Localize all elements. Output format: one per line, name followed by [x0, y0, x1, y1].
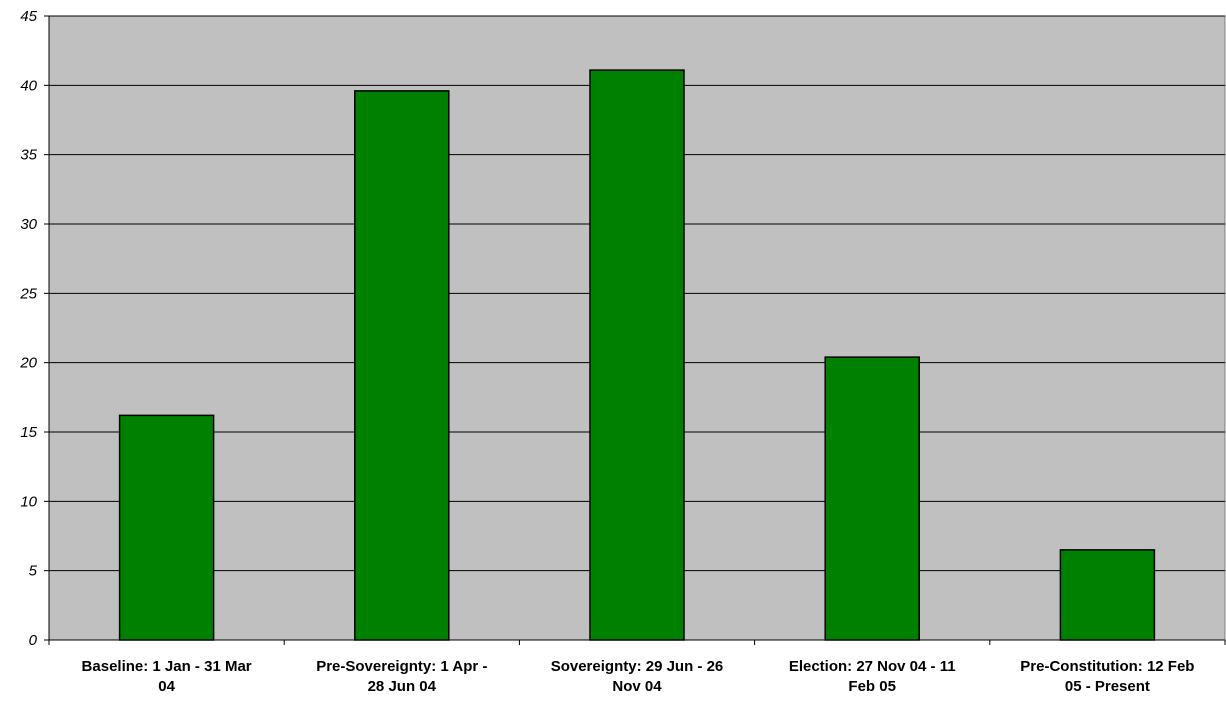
y-tick-label: 25 — [19, 285, 37, 302]
x-category-label-line: 04 — [158, 678, 175, 695]
x-axis-ticks — [48, 640, 1226, 645]
y-axis-tick-labels: 0 5 10 15 20 25 30 35 40 45 — [19, 8, 49, 649]
x-category-label-line: Feb 05 — [848, 678, 896, 695]
y-tick-label: 35 — [20, 147, 37, 164]
x-category-label-line: Election: 27 Nov 04 - 11 — [788, 658, 956, 675]
y-tick-label: 20 — [19, 355, 37, 372]
bar — [824, 356, 920, 641]
bar — [354, 90, 450, 641]
y-tick-label: 5 — [29, 563, 38, 580]
x-category-label: Sovereignty: 29 Jun - 26 Nov 04 — [519, 657, 754, 697]
x-category-label: Election: 27 Nov 04 - 11 Feb 05 — [755, 657, 990, 697]
x-category-label-line: Pre-Sovereignty: 1 Apr - — [316, 658, 488, 675]
x-category-label: Baseline: 1 Jan - 31 Mar 04 — [49, 657, 284, 697]
y-tick-label: 30 — [20, 216, 37, 233]
y-tick-label: 0 — [29, 632, 38, 649]
bar — [118, 414, 215, 641]
bars — [118, 69, 1156, 641]
y-tick-label: 10 — [20, 493, 37, 510]
x-category-label-line: Baseline: 1 Jan - 31 Mar — [81, 658, 252, 675]
x-category-label-line: Sovereignty: 29 Jun - 26 — [550, 658, 724, 675]
y-tick-label: 40 — [20, 77, 37, 94]
x-category-label-line: 05 - Present — [1064, 678, 1150, 695]
x-category-label-line: Pre-Constitution: 12 Feb — [1020, 658, 1195, 675]
y-tick-label: 15 — [20, 424, 37, 441]
x-category-label-line: Nov 04 — [612, 678, 662, 695]
bar — [1059, 549, 1156, 641]
y-tick-label: 45 — [20, 8, 37, 25]
bar — [589, 69, 685, 641]
x-category-label: Pre-Constitution: 12 Feb 05 - Present — [990, 657, 1225, 697]
x-category-label-line: 28 Jun 04 — [367, 678, 436, 695]
x-category-label: Pre-Sovereignty: 1 Apr - 28 Jun 04 — [284, 657, 519, 697]
